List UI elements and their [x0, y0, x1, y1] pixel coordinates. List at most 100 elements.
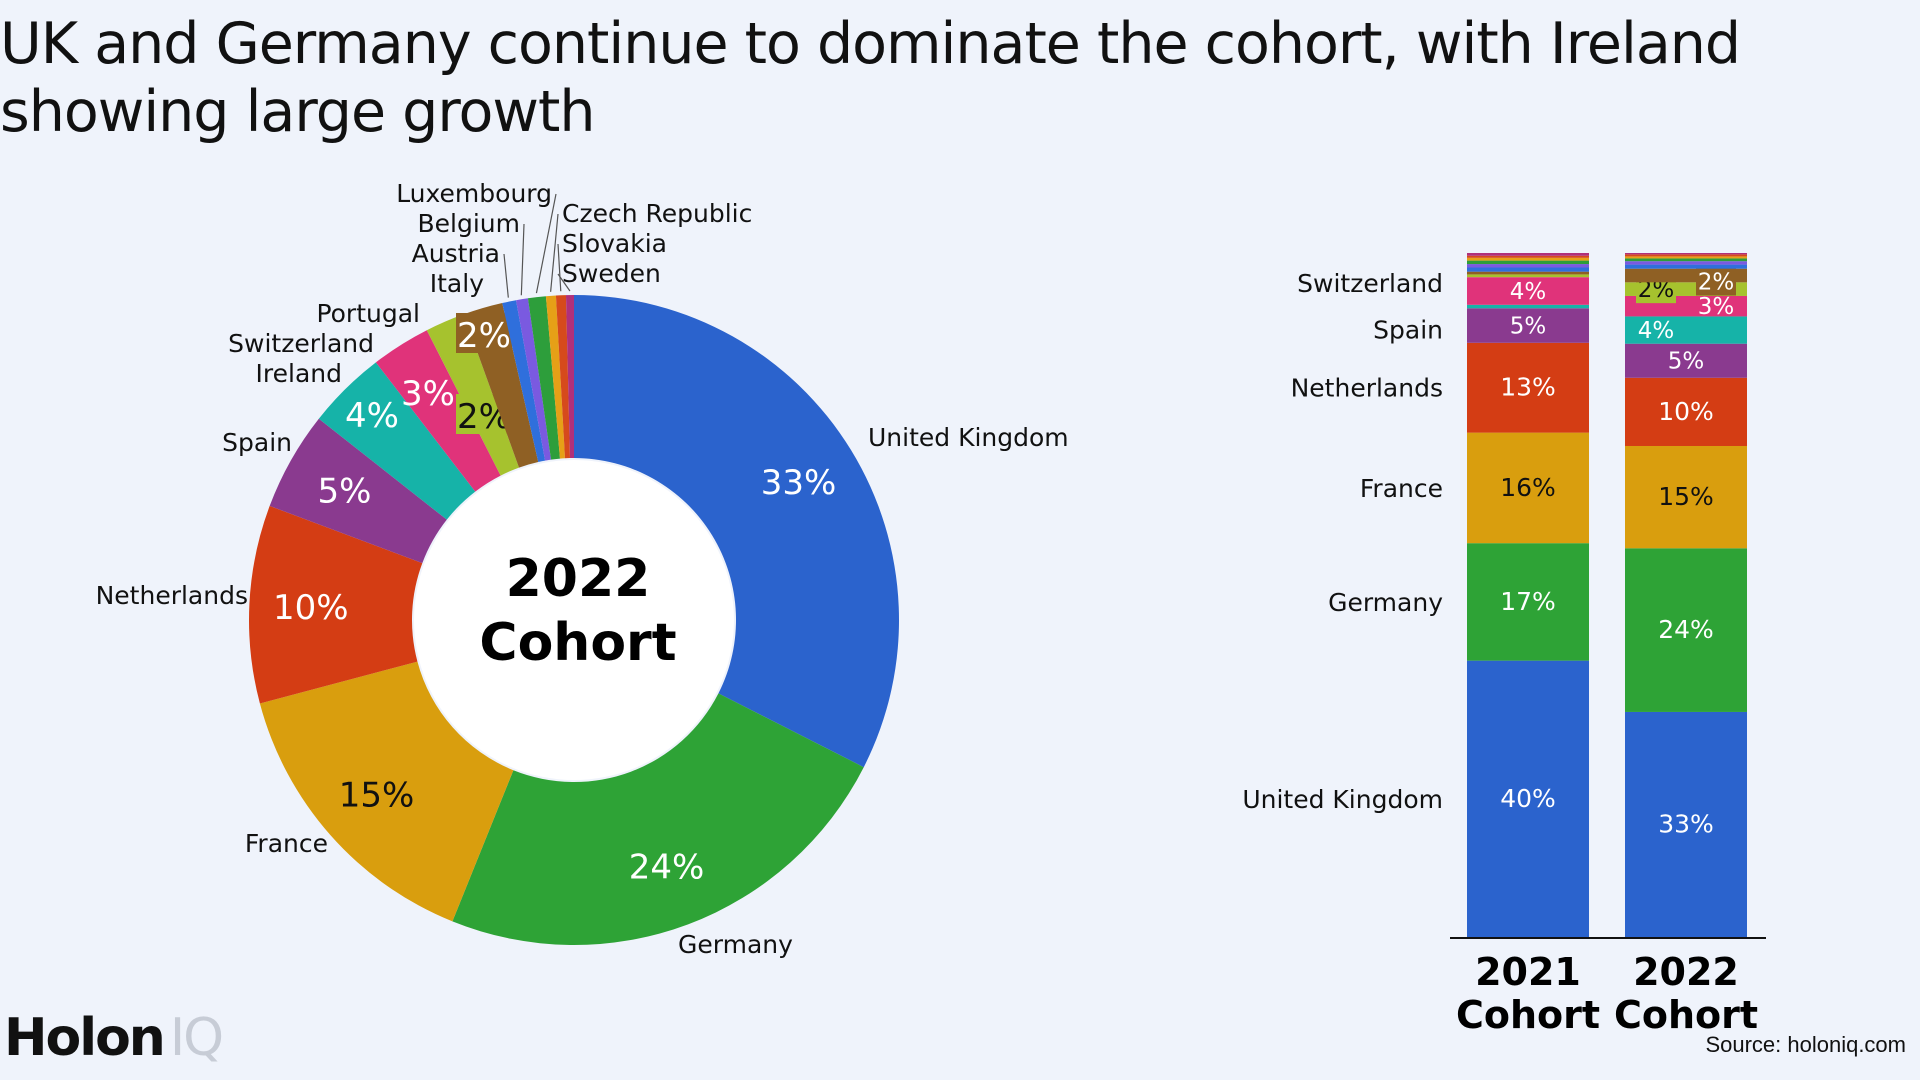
donut-center-cohort: Cohort [479, 613, 676, 673]
slice-value-switzerland: 3% [401, 374, 455, 414]
bar-value-italy: 2% [1698, 270, 1735, 296]
bar-value-switzerland: 4% [1510, 279, 1547, 305]
slice-netherlands [248, 505, 423, 704]
row-label-spain: Spain [1373, 316, 1443, 345]
slice-luxembourg [527, 296, 560, 460]
slice-switzerland [375, 330, 501, 492]
slice-name-italy: Italy [430, 269, 484, 298]
slice-value-netherlands: 10% [273, 588, 349, 628]
slice-name-spain: Spain [222, 428, 292, 457]
slice-name-czech-republic: Czech Republic [562, 199, 752, 228]
slice-name-ireland: Ireland [256, 359, 342, 388]
bar-segment-czech-republic [1625, 256, 1747, 259]
leader-line-sweden [557, 273, 571, 292]
slice-name-portugal: Portugal [316, 299, 420, 328]
slice-name-germany: Germany [678, 930, 793, 959]
slice-ireland [318, 362, 476, 520]
bar-segment-france [1467, 432, 1589, 544]
bar-category-year: 2021 [1475, 950, 1581, 994]
bar-value-netherlands: 13% [1500, 373, 1556, 402]
bar-segment-ireland [1625, 316, 1747, 344]
row-label-germany: Germany [1328, 588, 1443, 617]
slice-name-austria: Austria [412, 239, 500, 268]
row-label-france: France [1360, 474, 1443, 503]
slice-france [259, 661, 514, 922]
slice-czech-republic [545, 295, 565, 459]
donut-center-year: 2022 [506, 549, 651, 609]
bar-value-germany: 17% [1500, 587, 1556, 616]
bar-category-year: 2022 [1633, 950, 1739, 994]
slice-value-ireland: 4% [345, 396, 399, 436]
bar-segment-belgium [1625, 261, 1747, 265]
bar-segment-germany [1625, 548, 1747, 712]
bar-segment-france [1625, 445, 1747, 549]
slice-value-italy: 2% [457, 316, 511, 356]
bar-segment-netherlands [1625, 377, 1747, 446]
leader-line-czech-republic [550, 213, 559, 292]
leader-line-belgium [520, 223, 525, 296]
slice-value-spain: 5% [317, 472, 371, 512]
bar-value-germany: 24% [1658, 615, 1714, 644]
bar-segment-united-kingdom [1467, 660, 1589, 937]
bar-segment-luxembourg [1467, 260, 1589, 265]
bar-segment-spain [1467, 308, 1589, 343]
donut-hole [414, 460, 734, 780]
bar-value-ireland: 4% [1638, 318, 1675, 344]
slice-value-germany: 24% [629, 848, 705, 888]
bar-value-spain: 5% [1668, 349, 1705, 375]
bar-segment-slovakia [1625, 254, 1747, 257]
leader-line-luxembourg [535, 193, 557, 294]
slice-austria [502, 300, 546, 462]
bar-value-france: 16% [1500, 473, 1556, 502]
bar-value-united-kingdom: 33% [1658, 809, 1714, 838]
bar-value-switzerland: 3% [1698, 294, 1735, 320]
slice-name-netherlands: Netherlands [96, 581, 248, 610]
bar-segment-united-kingdom [1625, 711, 1747, 937]
bar-segment-germany [1467, 543, 1589, 661]
bar-value-france: 15% [1658, 482, 1714, 511]
bar-segment-switzerland [1467, 277, 1589, 305]
bar-value-united-kingdom: 40% [1500, 784, 1556, 813]
leader-line-slovakia [557, 243, 562, 292]
slice-name-switzerland: Switzerland [228, 329, 374, 358]
bar-segment-portugal [1467, 274, 1589, 278]
slice-name-sweden: Sweden [562, 259, 661, 288]
slice-name-slovakia: Slovakia [562, 229, 667, 258]
row-label-united-kingdom: United Kingdom [1242, 785, 1443, 814]
bar-category-cohort: Cohort [1456, 993, 1600, 1037]
bar-segment-italy [1467, 271, 1589, 275]
row-label-netherlands: Netherlands [1291, 374, 1443, 403]
bar-segment-sweden [1625, 253, 1747, 255]
brand-logo: Holon IQ [4, 1008, 224, 1068]
stacked-bar-chart: 40%17%16%13%5%4%33%24%15%10%5%4%3%2% 2%Un… [1242, 253, 1766, 1037]
bar-segment-czech-republic [1467, 257, 1589, 261]
bar-label-bg [1696, 267, 1736, 296]
bar-segment-netherlands [1467, 342, 1589, 433]
slice-name-luxembourg: Luxembourg [396, 179, 552, 208]
chart-title: UK and Germany continue to dominate the … [0, 11, 1741, 145]
bar-segment-luxembourg [1625, 258, 1747, 262]
bar-segment-sweden [1467, 253, 1589, 256]
bar-category-cohort: Cohort [1614, 993, 1758, 1037]
bar-segment-spain [1625, 343, 1747, 378]
slice-slovakia [555, 295, 570, 459]
slice-value-france: 15% [339, 775, 415, 815]
bar-segment-ireland [1467, 304, 1589, 309]
slice-name-belgium: Belgium [418, 209, 521, 238]
row-label-switzerland: Switzerland [1297, 269, 1443, 298]
slice-spain [269, 418, 447, 564]
slice-united-kingdom [574, 295, 900, 768]
bar-segment-austria [1467, 267, 1589, 272]
bar-value-spain: 5% [1510, 314, 1547, 340]
slice-name-france: France [245, 829, 328, 858]
donut-chart: 33% United Kingdom 24% Germany 15% France 10% N… [96, 179, 1069, 959]
slice-sweden [565, 295, 574, 459]
slice-name-united-kingdom: United Kingdom [868, 423, 1069, 452]
leader-line-austria [503, 253, 509, 298]
source-note: Source: holoniq.com [1705, 1032, 1906, 1057]
slice-belgium [516, 298, 552, 461]
bar-segment-austria [1625, 264, 1747, 269]
slice-germany [452, 693, 864, 946]
bar-segment-belgium [1467, 264, 1589, 268]
